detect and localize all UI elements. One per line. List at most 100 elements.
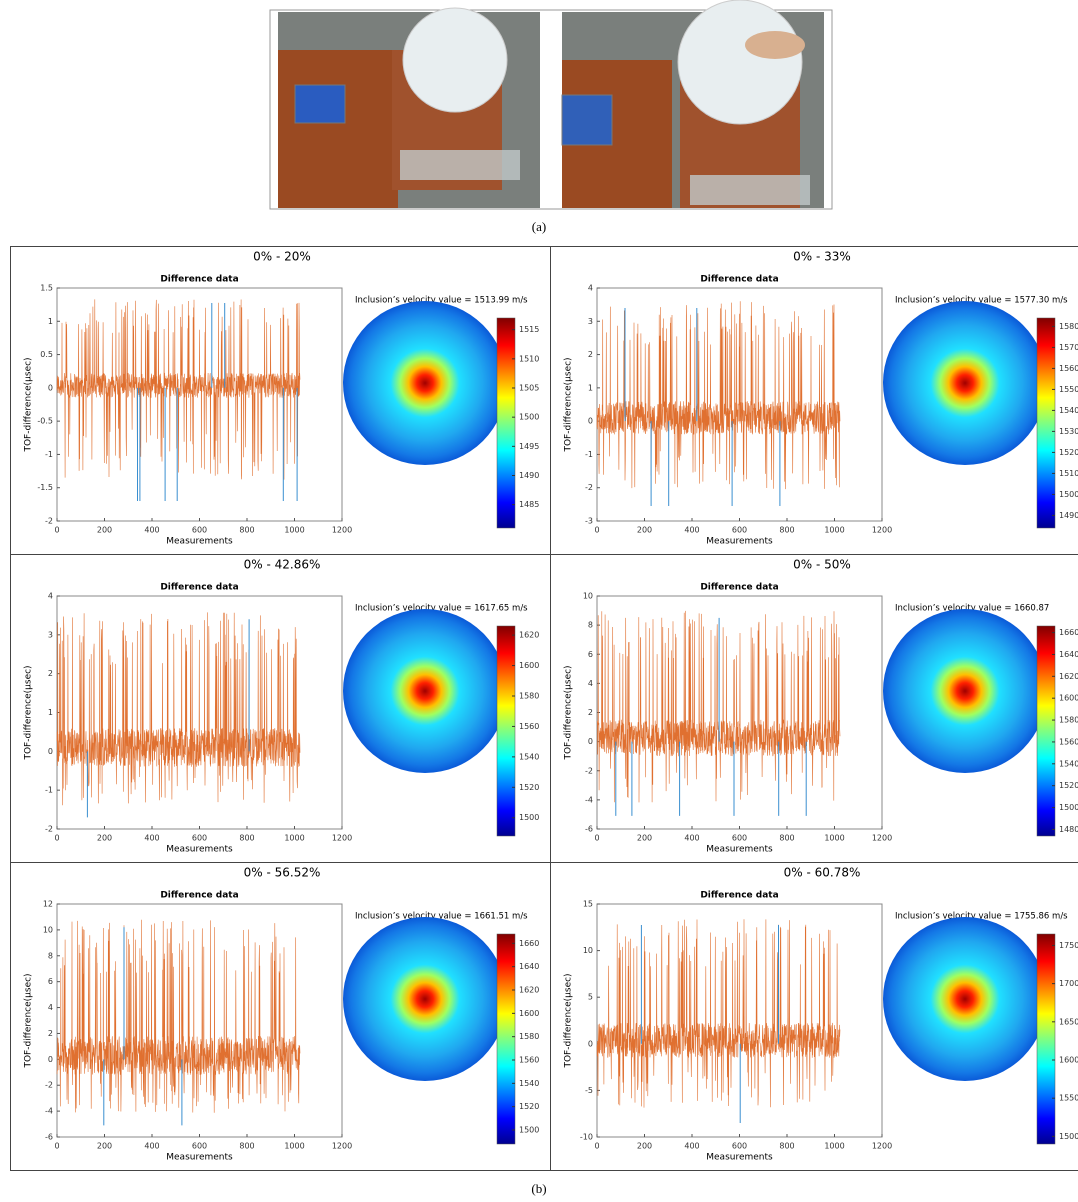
x-tick-label: 400	[144, 526, 159, 535]
signal-spikes	[103, 927, 183, 1126]
panel-label: (b)	[531, 1181, 546, 1196]
colorbar-tick-label: 1620	[519, 986, 539, 995]
photos	[269, 0, 833, 210]
y-tick-label: -6	[585, 825, 593, 834]
colorbar-tick-label: 1550	[1059, 385, 1078, 394]
x-tick-label: 200	[97, 834, 112, 843]
colorbar	[1036, 933, 1056, 1145]
y-tick-label: 4	[48, 592, 53, 601]
velocity-text: Inclusion’s velocity value = 1660.87	[895, 604, 1049, 614]
colorbar-tick-label: 1510	[1059, 469, 1078, 478]
y-tick-label: -2	[585, 483, 593, 492]
velocity-text: Inclusion’s velocity value = 1617.65 m/s	[355, 604, 528, 614]
y-tick-label: 4	[588, 679, 593, 688]
y-tick-label: -4	[585, 795, 593, 804]
heat-map	[883, 917, 1047, 1081]
x-tick-label: 800	[239, 834, 254, 843]
y-axis-label: TOF-difference(μsec)	[564, 973, 574, 1068]
x-tick-label: 800	[779, 834, 794, 843]
colorbar-tick-label: 1520	[1059, 448, 1078, 457]
colorbar-tick-label: 1580	[1059, 716, 1078, 725]
plot-area	[56, 903, 343, 1138]
x-tick-label: 400	[144, 834, 159, 843]
signal-spikes	[624, 307, 781, 507]
colorbar-tick-label: 1500	[519, 413, 539, 422]
colorbar	[496, 625, 516, 837]
x-tick-label: 600	[192, 1142, 207, 1151]
colorbar-tick-label: 1620	[519, 631, 539, 640]
y-tick-label: -10	[580, 1133, 593, 1142]
x-tick-label: 600	[732, 834, 747, 843]
x-tick-label: 1000	[824, 1142, 844, 1151]
x-axis-label: Measurements	[166, 845, 233, 855]
x-tick-label: 0	[54, 834, 59, 843]
x-tick-label: 0	[594, 526, 599, 535]
heat-map	[343, 609, 507, 773]
y-tick-label: 10	[583, 946, 593, 955]
x-axis-label: Measurements	[706, 537, 773, 547]
y-tick-label: 0	[588, 1039, 593, 1048]
y-tick-label: 15	[583, 900, 593, 909]
x-axis-label: Measurements	[706, 845, 773, 855]
plot-title: Difference data	[700, 583, 778, 593]
colorbar-tick-label: 1620	[1059, 672, 1078, 681]
signal-trace	[596, 610, 841, 803]
panel-title: 0% - 56.52%	[244, 866, 321, 880]
colorbar-tick-label: 1500	[1059, 490, 1078, 499]
x-tick-label: 1000	[284, 1142, 304, 1151]
colorbar-tick-label: 1500	[519, 1126, 539, 1135]
colorbar-tick-label: 1600	[1059, 1056, 1078, 1065]
x-tick-label: 200	[637, 526, 652, 535]
x-tick-label: 1200	[332, 1142, 352, 1151]
panel-title: 0% - 60.78%	[784, 866, 861, 880]
y-tick-label: -0.5	[37, 417, 53, 426]
plot-title: Difference data	[160, 891, 238, 901]
colorbar	[1036, 317, 1056, 529]
panel: 0% - 50% Difference data 0 200 400 600 800 1000…	[564, 558, 1078, 855]
y-tick-label: -6	[45, 1133, 53, 1142]
y-tick-label: 1	[588, 383, 593, 392]
y-axis-label: TOF-difference(μsec)	[564, 665, 574, 760]
x-tick-label: 0	[54, 526, 59, 535]
signal-spikes	[615, 617, 807, 816]
heat-map	[883, 609, 1047, 773]
panel: 0% - 20% Difference data 0 200 400 600 800 1000…	[24, 250, 540, 547]
x-tick-label: 0	[594, 1142, 599, 1151]
y-axis-label: TOF-difference(μsec)	[564, 357, 574, 452]
colorbar-tick-label: 1650	[1059, 1017, 1078, 1026]
signal-spikes	[86, 619, 250, 818]
y-tick-label: 4	[588, 284, 593, 293]
colorbar-tick-label: 1515	[519, 325, 539, 334]
x-tick-label: 400	[684, 526, 699, 535]
plot-title: Difference data	[160, 275, 238, 285]
colorbar-tick-label: 1520	[519, 1102, 539, 1111]
panel-grid	[10, 246, 1078, 1171]
x-tick-label: 1000	[284, 526, 304, 535]
y-tick-label: 2	[48, 1029, 53, 1038]
colorbar-tick-label: 1510	[519, 354, 539, 363]
panel-label: (a)	[532, 219, 546, 234]
colorbar-tick-label: 1490	[519, 471, 539, 480]
panel-title: 0% - 33%	[793, 250, 851, 264]
signal-trace	[56, 299, 301, 480]
y-tick-label: 0	[48, 383, 53, 392]
y-tick-label: 12	[43, 900, 53, 909]
velocity-text: Inclusion’s velocity value = 1577.30 m/s	[895, 296, 1068, 306]
colorbar-tick-label: 1480	[1059, 825, 1078, 834]
colorbar-tick-label: 1640	[1059, 650, 1078, 659]
y-tick-label: -1	[45, 786, 53, 795]
colorbar-tick-label: 1580	[1059, 322, 1078, 331]
signal-trace	[56, 612, 301, 806]
colorbar-tick-label: 1500	[519, 813, 539, 822]
velocity-text: Inclusion’s velocity value = 1513.99 m/s	[355, 296, 528, 306]
colorbar-tick-label: 1660	[1059, 628, 1078, 637]
colorbar-tick-label: 1600	[1059, 694, 1078, 703]
signal-spikes	[640, 924, 779, 1124]
colorbar	[1036, 625, 1056, 837]
x-tick-label: 200	[637, 834, 652, 843]
panel-title: 0% - 50%	[793, 558, 851, 572]
colorbar-tick-label: 1660	[519, 939, 539, 948]
colorbar-tick-label: 1700	[1059, 979, 1078, 988]
y-tick-label: 2	[588, 708, 593, 717]
